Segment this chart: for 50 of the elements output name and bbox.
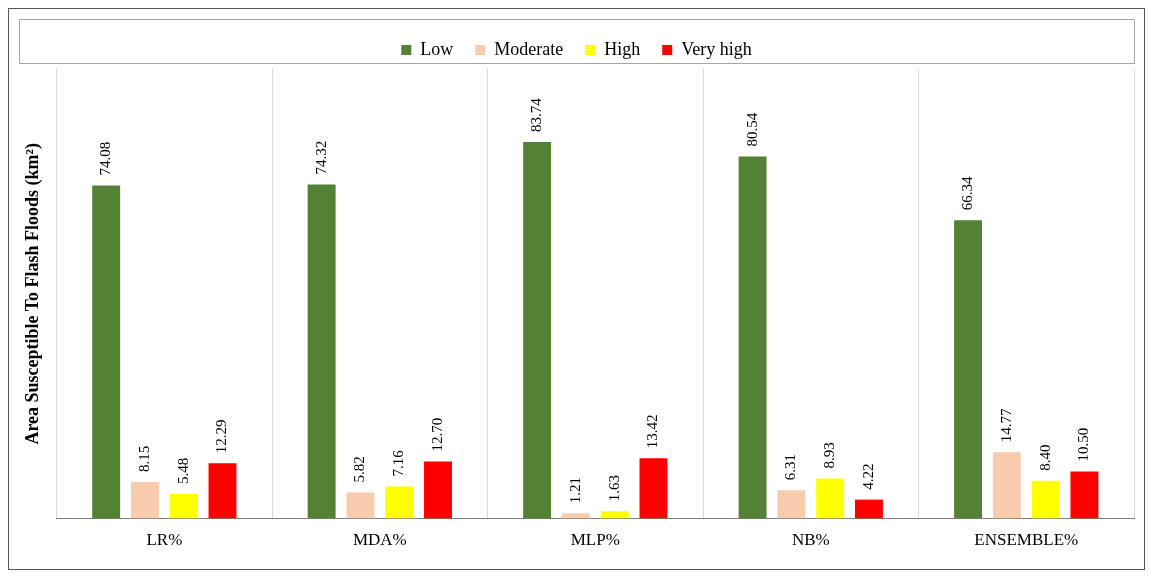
data-label: 8.93 [821, 442, 838, 469]
bar [208, 463, 237, 519]
data-label: 8.15 [135, 445, 152, 472]
bar [1031, 480, 1060, 519]
x-tick-label: LR% [146, 530, 183, 550]
x-tick-label: ENSEMBLE% [974, 530, 1079, 550]
data-label: 74.08 [97, 141, 114, 176]
data-label: 12.29 [213, 419, 230, 454]
data-label: 4.22 [859, 463, 876, 490]
bar [1070, 471, 1099, 519]
bar [346, 492, 375, 519]
bar [738, 156, 767, 519]
data-label: 66.34 [959, 176, 976, 211]
data-label: 8.40 [1036, 444, 1053, 471]
data-label: 5.82 [351, 456, 368, 483]
data-label: 7.16 [390, 449, 407, 477]
x-tick-label: NB% [791, 530, 830, 550]
data-label: 14.77 [997, 407, 1014, 443]
bar [855, 499, 883, 519]
data-label: 1.63 [605, 475, 622, 502]
data-label: 6.31 [782, 453, 799, 481]
x-tick-label: MLP% [570, 530, 620, 550]
bar [523, 142, 552, 519]
x-tick-label: MDA% [352, 530, 407, 550]
bar [130, 481, 159, 519]
bar [385, 486, 414, 519]
data-label: 5.48 [174, 457, 191, 484]
legend-label: Very high [681, 38, 752, 59]
data-label: 10.50 [1075, 427, 1092, 462]
legend-label: Low [420, 38, 454, 59]
bar [561, 513, 590, 519]
bar [169, 493, 198, 519]
legend-label: Moderate [494, 38, 564, 59]
bar [777, 490, 806, 519]
data-label: 80.54 [743, 112, 760, 147]
y-axis-title: Area Susceptible To Flash Floods (km²) [22, 142, 44, 445]
data-label: 83.74 [528, 97, 545, 133]
bar [816, 478, 845, 519]
data-label: 12.70 [428, 417, 445, 452]
bar [600, 511, 629, 519]
data-label: 1.21 [566, 476, 583, 504]
data-label: 74.32 [312, 140, 329, 175]
bar [639, 458, 668, 519]
bar [992, 452, 1021, 519]
data-label: 13.42 [644, 414, 661, 449]
bar [954, 220, 983, 519]
bar [424, 461, 452, 519]
bar [307, 184, 336, 519]
legend-label: High [604, 38, 641, 59]
bar [92, 185, 121, 519]
